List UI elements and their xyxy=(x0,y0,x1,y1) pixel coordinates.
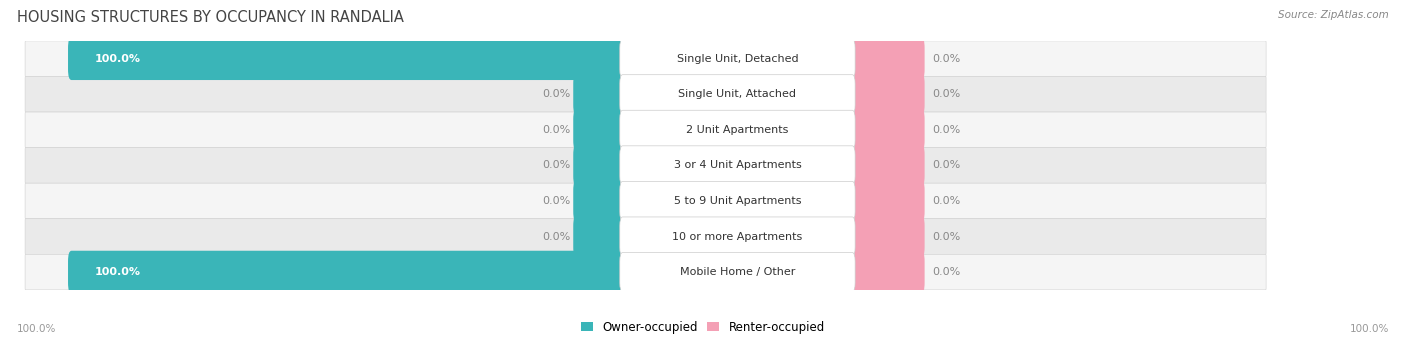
Text: 0.0%: 0.0% xyxy=(543,89,571,99)
Text: 0.0%: 0.0% xyxy=(932,125,960,135)
FancyBboxPatch shape xyxy=(620,110,855,149)
Text: 0.0%: 0.0% xyxy=(543,232,571,241)
FancyBboxPatch shape xyxy=(574,215,626,258)
Text: 0.0%: 0.0% xyxy=(932,160,960,170)
FancyBboxPatch shape xyxy=(849,144,925,187)
FancyBboxPatch shape xyxy=(25,254,1265,290)
Text: 0.0%: 0.0% xyxy=(543,125,571,135)
Legend: Owner-occupied, Renter-occupied: Owner-occupied, Renter-occupied xyxy=(576,316,830,339)
Text: Source: ZipAtlas.com: Source: ZipAtlas.com xyxy=(1278,10,1389,20)
FancyBboxPatch shape xyxy=(620,75,855,114)
Text: Single Unit, Detached: Single Unit, Detached xyxy=(676,54,799,64)
Text: Single Unit, Attached: Single Unit, Attached xyxy=(679,89,796,99)
FancyBboxPatch shape xyxy=(67,38,626,80)
Text: 10 or more Apartments: 10 or more Apartments xyxy=(672,232,803,241)
Text: 3 or 4 Unit Apartments: 3 or 4 Unit Apartments xyxy=(673,160,801,170)
Text: 0.0%: 0.0% xyxy=(932,267,960,277)
Text: 100.0%: 100.0% xyxy=(1350,324,1389,334)
FancyBboxPatch shape xyxy=(620,146,855,185)
FancyBboxPatch shape xyxy=(849,108,925,151)
FancyBboxPatch shape xyxy=(25,219,1265,254)
Text: 100.0%: 100.0% xyxy=(94,54,141,64)
Text: 0.0%: 0.0% xyxy=(932,196,960,206)
Text: 100.0%: 100.0% xyxy=(17,324,56,334)
FancyBboxPatch shape xyxy=(574,108,626,151)
FancyBboxPatch shape xyxy=(620,39,855,78)
Text: 100.0%: 100.0% xyxy=(94,267,141,277)
FancyBboxPatch shape xyxy=(620,217,855,256)
FancyBboxPatch shape xyxy=(25,183,1265,219)
Text: 0.0%: 0.0% xyxy=(932,89,960,99)
FancyBboxPatch shape xyxy=(849,180,925,222)
FancyBboxPatch shape xyxy=(25,112,1265,148)
FancyBboxPatch shape xyxy=(620,181,855,221)
FancyBboxPatch shape xyxy=(25,148,1265,183)
FancyBboxPatch shape xyxy=(620,252,855,292)
Text: 0.0%: 0.0% xyxy=(543,196,571,206)
FancyBboxPatch shape xyxy=(574,144,626,187)
FancyBboxPatch shape xyxy=(849,38,925,80)
Text: Mobile Home / Other: Mobile Home / Other xyxy=(679,267,796,277)
FancyBboxPatch shape xyxy=(25,41,1265,76)
Text: 0.0%: 0.0% xyxy=(543,160,571,170)
FancyBboxPatch shape xyxy=(25,76,1265,112)
FancyBboxPatch shape xyxy=(574,73,626,116)
FancyBboxPatch shape xyxy=(574,180,626,222)
FancyBboxPatch shape xyxy=(849,73,925,116)
FancyBboxPatch shape xyxy=(849,251,925,293)
Text: 0.0%: 0.0% xyxy=(932,232,960,241)
Text: HOUSING STRUCTURES BY OCCUPANCY IN RANDALIA: HOUSING STRUCTURES BY OCCUPANCY IN RANDA… xyxy=(17,10,404,25)
Text: 2 Unit Apartments: 2 Unit Apartments xyxy=(686,125,789,135)
Text: 5 to 9 Unit Apartments: 5 to 9 Unit Apartments xyxy=(673,196,801,206)
FancyBboxPatch shape xyxy=(849,215,925,258)
FancyBboxPatch shape xyxy=(67,251,626,293)
Text: 0.0%: 0.0% xyxy=(932,54,960,64)
